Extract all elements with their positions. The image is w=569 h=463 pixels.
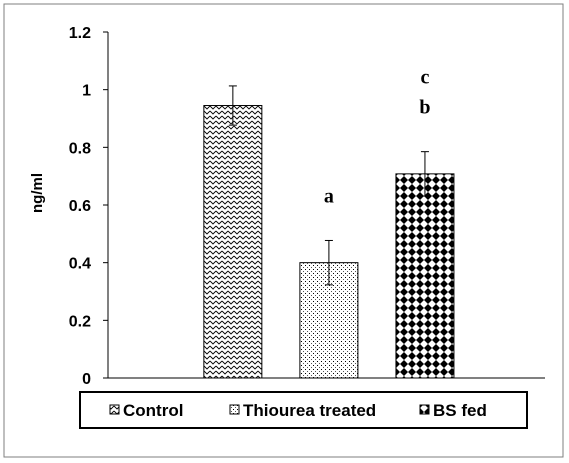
legend-label: BS fed xyxy=(433,401,487,420)
outer-frame xyxy=(3,3,564,458)
y-tick-label: 0.4 xyxy=(69,256,91,273)
y-tick-label: 0.2 xyxy=(69,313,91,330)
legend-swatch xyxy=(229,404,240,415)
legend-box xyxy=(79,391,528,429)
legend-items: Control Thiourea treated BS fed xyxy=(109,401,487,420)
significance-label: c xyxy=(420,67,429,89)
legend-label: Thiourea treated xyxy=(243,401,376,420)
significance-label: a xyxy=(324,185,334,207)
bar-bs-fed xyxy=(395,173,455,379)
plot-area: 0 0.2 0.4 0.6 0.8 1 1.2 a bc xyxy=(69,25,545,388)
bar-control xyxy=(203,105,263,379)
legend-swatch xyxy=(419,404,430,415)
y-tick-label: 0.6 xyxy=(69,198,91,215)
y-tick-label: 0.8 xyxy=(69,140,91,157)
y-tick-label: 1.2 xyxy=(69,25,91,42)
legend: Control Thiourea treated BS fed xyxy=(79,391,528,429)
y-tick-label: 0 xyxy=(82,371,91,388)
y-axis-label: ng/ml xyxy=(29,173,46,213)
legend-label: Control xyxy=(123,401,183,420)
significance-label: b xyxy=(419,97,430,119)
y-tick-label: 1 xyxy=(82,83,91,100)
legend-swatch xyxy=(109,404,120,415)
